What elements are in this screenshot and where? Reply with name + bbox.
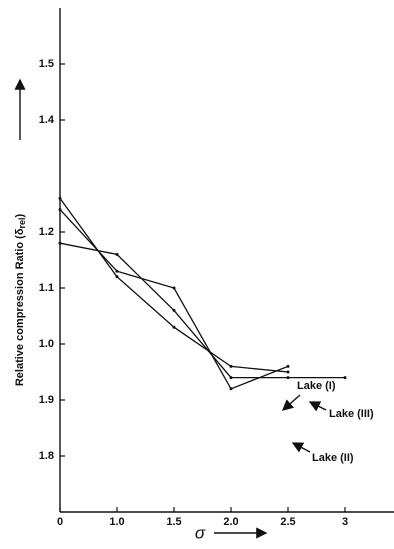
- x-tick-label: 1.0: [109, 516, 124, 528]
- series-line: [59, 242, 345, 379]
- y-tick-label: 1.4: [39, 114, 55, 126]
- series-line: [59, 198, 289, 373]
- point: [58, 241, 62, 245]
- point: [172, 308, 176, 312]
- x-tick-label: 1.5: [166, 516, 181, 528]
- point: [343, 376, 347, 380]
- x-tick-label: 2.5: [280, 516, 295, 528]
- point: [115, 252, 119, 256]
- series-label: Lake (III): [329, 408, 374, 420]
- x-tick-label: 3: [342, 516, 348, 528]
- y-axis-label: Relative compression Ratio (δrel): [14, 213, 27, 386]
- x-axis-label: σ: [195, 523, 206, 542]
- point: [286, 364, 290, 368]
- y-tick-label: 1.9: [39, 394, 54, 406]
- annotation-arrow: [281, 394, 301, 411]
- point: [229, 387, 233, 391]
- annotation-arrow: [291, 442, 311, 453]
- point: [229, 364, 233, 368]
- point: [115, 269, 119, 273]
- series-line: [59, 209, 289, 390]
- x-tick-label: 2.0: [223, 516, 238, 528]
- annotation-arrow: [308, 401, 327, 412]
- point: [286, 376, 290, 380]
- y-tick-label: 1.1: [39, 282, 54, 294]
- point: [58, 196, 62, 200]
- series-label: Lake (II): [312, 452, 354, 464]
- y-label-main: Relative compression Ratio (δ: [14, 228, 26, 386]
- point: [286, 370, 290, 374]
- x-tick-label: 0: [57, 516, 63, 528]
- y-label-sub: rel: [17, 217, 27, 228]
- y-label-end: ): [14, 213, 26, 217]
- point: [172, 286, 176, 290]
- y-tick-label: 1.0: [39, 338, 54, 350]
- y-tick-label: 1.2: [39, 226, 54, 238]
- y-tick-label: 1.5: [39, 58, 54, 70]
- point: [58, 208, 62, 212]
- point: [172, 325, 176, 329]
- series-label: Lake (I): [297, 380, 336, 392]
- point: [229, 376, 233, 380]
- y-tick-label: 1.8: [39, 450, 54, 462]
- point: [115, 275, 119, 279]
